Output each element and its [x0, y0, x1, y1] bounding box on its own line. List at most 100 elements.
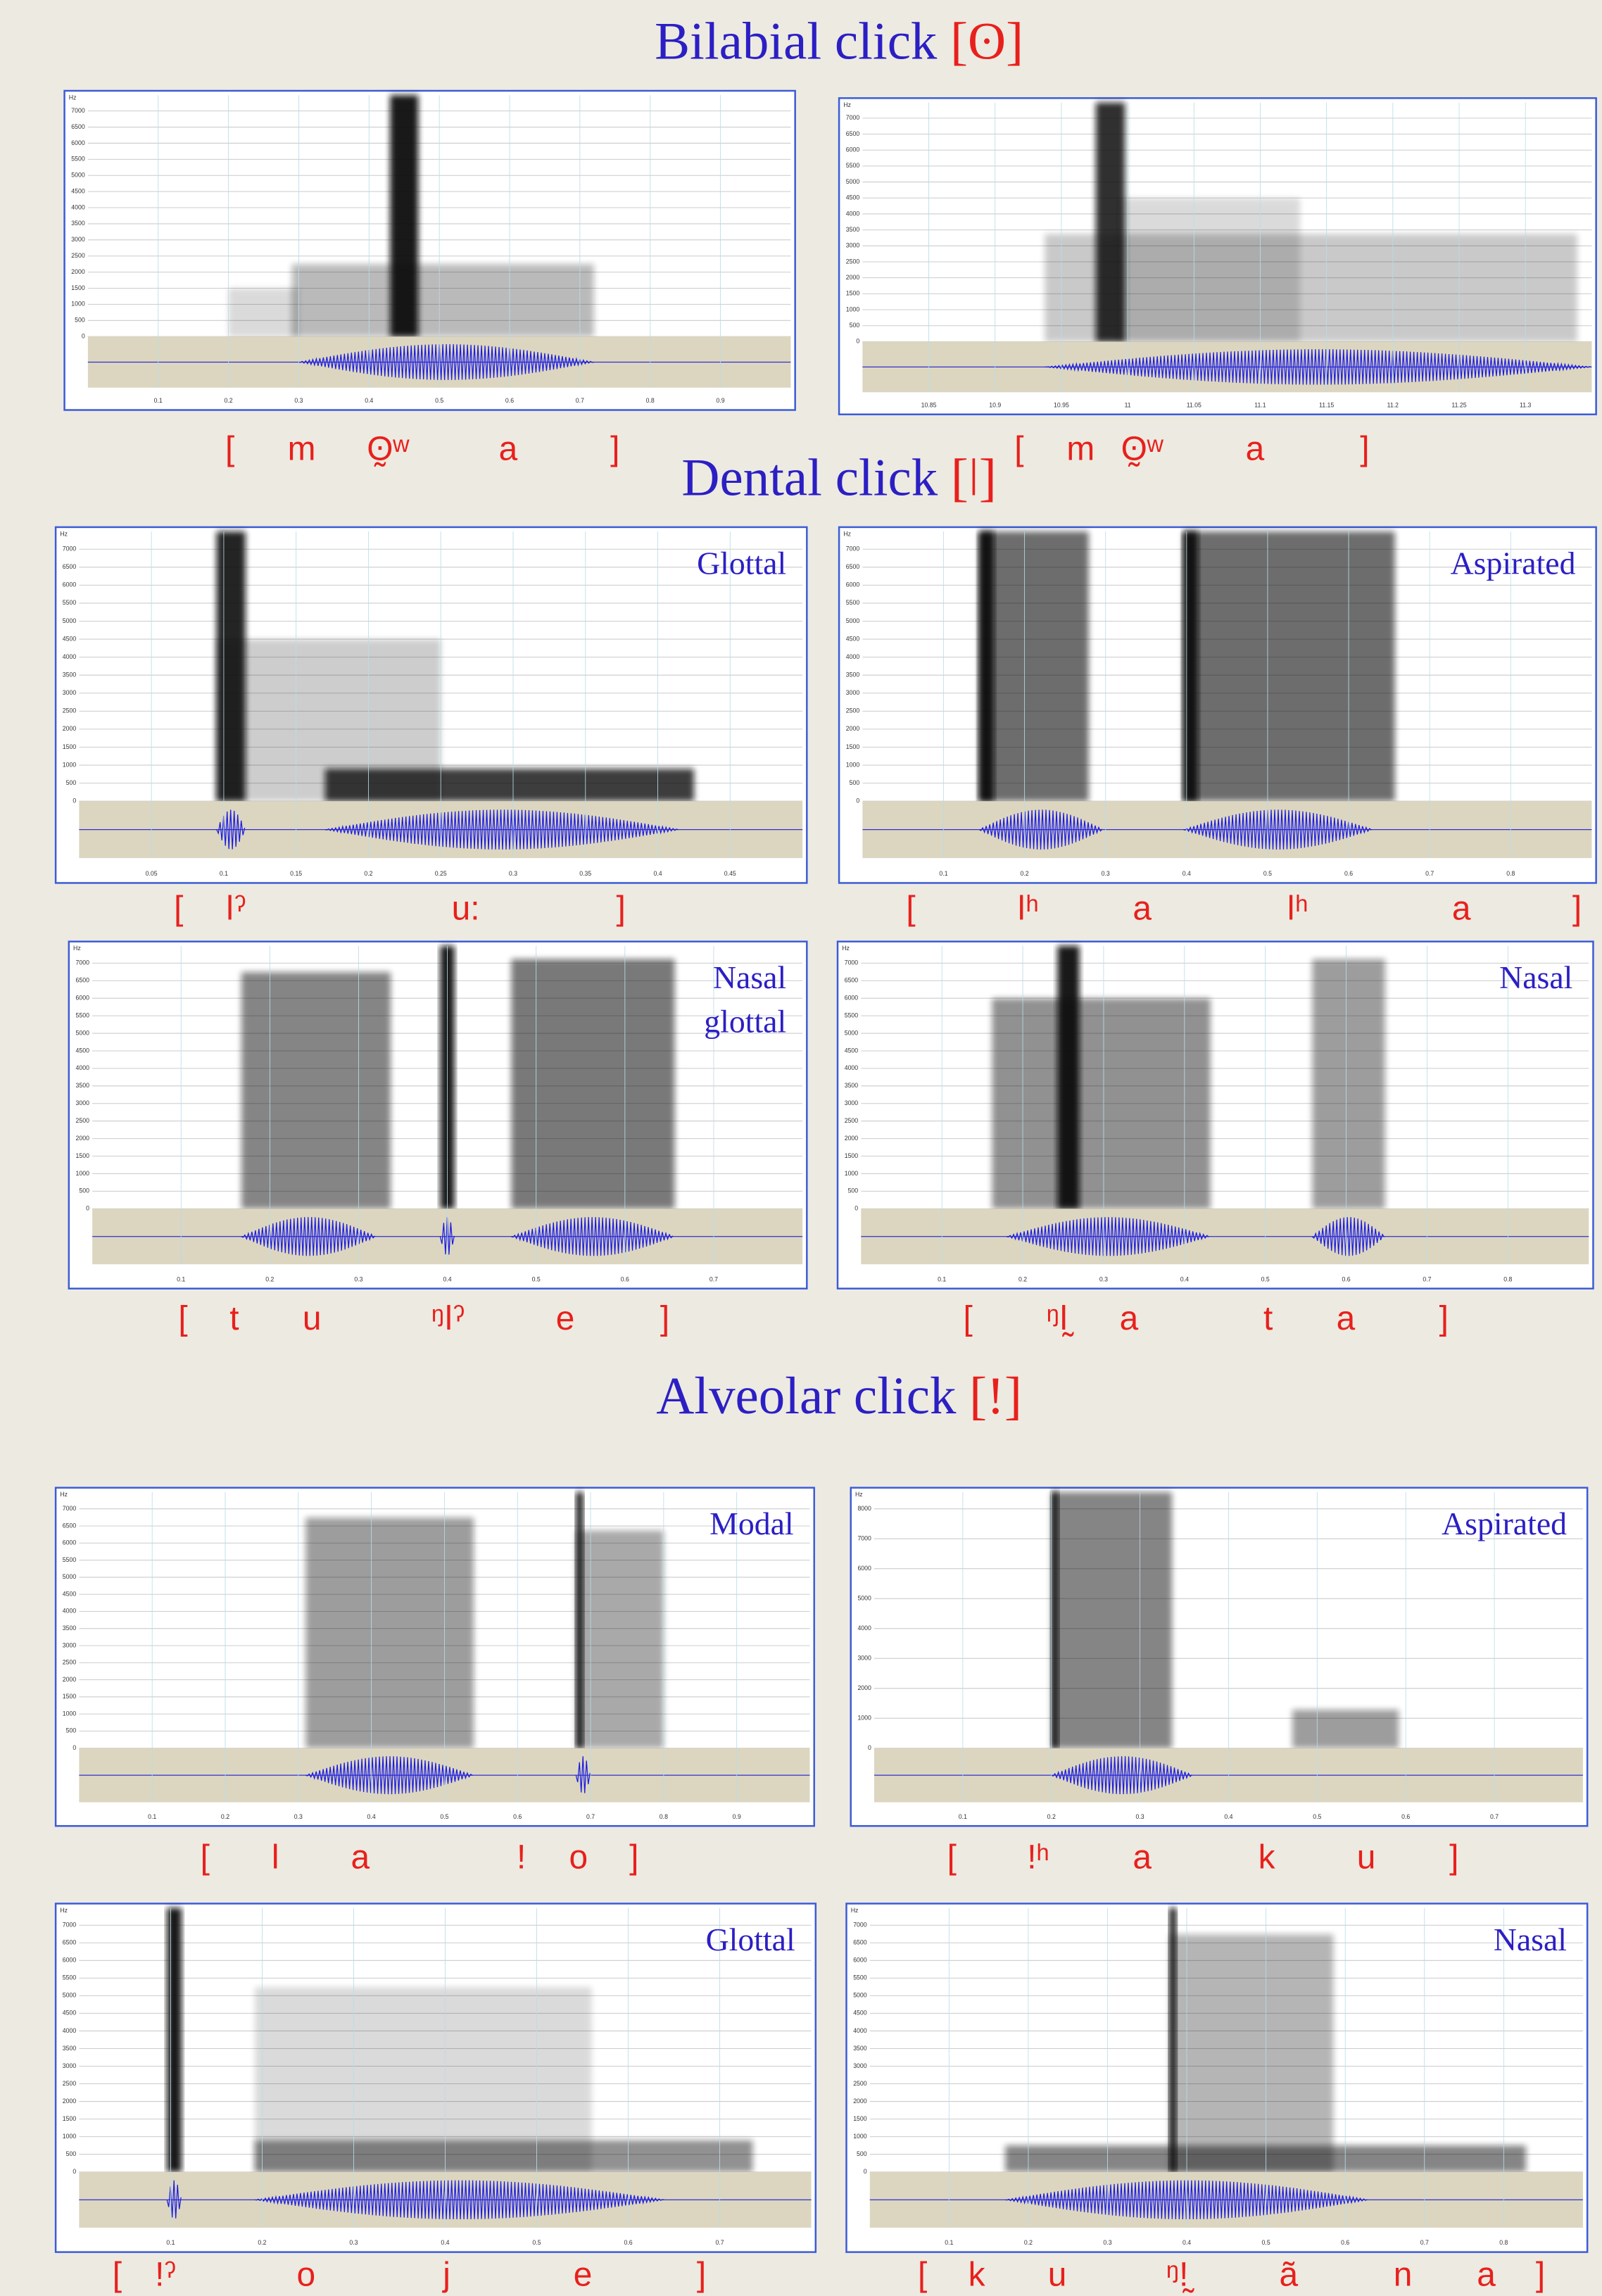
- x-tick-label: 0.1: [939, 870, 947, 877]
- x-tick-label: 11.15: [1319, 401, 1334, 408]
- y-tick-label: 500: [850, 322, 860, 329]
- y-tick-label: 1500: [76, 1152, 90, 1159]
- x-tick-label: 0.3: [1102, 870, 1110, 877]
- y-tick-label: 6500: [845, 977, 859, 984]
- y-tick-label: 6000: [846, 146, 860, 153]
- x-tick-label: 0.4: [1180, 1275, 1189, 1282]
- spectral-energy: [1183, 531, 1394, 801]
- y-tick-label: 1000: [846, 761, 860, 768]
- section-title-text: Bilabial click: [655, 13, 938, 71]
- transcription-symbol: [: [1014, 430, 1023, 467]
- y-tick-label: 6500: [63, 563, 77, 570]
- y-tick-label: 3500: [63, 2045, 77, 2052]
- y-tick-label: 4000: [63, 653, 77, 660]
- y-tick-label: 5000: [846, 178, 860, 185]
- x-tick-label: 0.7: [709, 1275, 718, 1282]
- transcription-symbol: [: [964, 1300, 973, 1337]
- spectral-energy: [1005, 2145, 1526, 2172]
- x-tick-label: 0.4: [365, 397, 373, 404]
- y-tick-label: 3500: [76, 1082, 90, 1089]
- y-tick-label: 1000: [76, 1170, 90, 1177]
- transcription-symbol: ]: [660, 1300, 669, 1337]
- y-tick-label: 5000: [63, 1573, 77, 1580]
- y-tick-label: 2500: [63, 707, 77, 714]
- x-tick-label: 0.7: [1490, 1813, 1499, 1820]
- y-tick-label: 2500: [845, 1117, 859, 1124]
- hz-label: Hz: [69, 94, 77, 101]
- y-tick-label: 6000: [853, 1957, 867, 1964]
- x-tick-label: 0.1: [959, 1813, 967, 1820]
- x-tick-label: 0.5: [435, 397, 443, 404]
- spectrogram-panel: 0500100015002000250030003500400045005000…: [69, 942, 807, 1289]
- y-tick-label: 5000: [63, 617, 77, 624]
- x-tick-label: 0.6: [513, 1813, 522, 1820]
- y-tick-label: 4000: [846, 210, 860, 217]
- y-tick-label: 2500: [76, 1117, 90, 1124]
- transcription-symbol: o: [569, 1839, 588, 1876]
- spectrogram-panel: 0500100015002000250030003500400045005000…: [56, 527, 807, 883]
- y-tick-label: 6000: [63, 1957, 77, 1964]
- spectral-energy: [1057, 946, 1079, 1209]
- x-tick-label: 0.5: [1261, 1275, 1270, 1282]
- spectral-energy: [1118, 198, 1300, 342]
- y-tick-label: 2500: [71, 252, 85, 259]
- transcription-symbol: ]: [1572, 890, 1582, 928]
- transcription-symbol: ᵑǀˀ: [431, 1300, 465, 1337]
- y-tick-label: 6500: [63, 1939, 77, 1946]
- y-tick-label: 1000: [846, 305, 860, 313]
- hz-label: Hz: [60, 1491, 68, 1498]
- spectral-energy: [576, 1530, 664, 1748]
- y-tick-label: 500: [66, 2150, 77, 2157]
- x-tick-label: 0.1: [177, 1275, 185, 1282]
- spectrogram-panel: 0500100015002000250030003500400045005000…: [65, 91, 795, 410]
- x-tick-label: 0.9: [717, 397, 725, 404]
- y-tick-label: 5000: [846, 617, 860, 624]
- y-tick-label: 6000: [63, 1539, 77, 1546]
- x-tick-label: 10.85: [921, 401, 937, 408]
- y-tick-label: 3000: [845, 1099, 859, 1106]
- x-tick-label: 11.3: [1520, 401, 1531, 408]
- y-tick-label: 500: [79, 1187, 89, 1194]
- spectrogram-panel: 0500100015002000250030003500400045005000…: [846, 1903, 1587, 2252]
- y-tick-label: 2000: [71, 268, 85, 275]
- hz-label: Hz: [60, 530, 68, 537]
- transcription-symbol: [: [113, 2257, 122, 2294]
- y-tick-label: 7000: [63, 1922, 77, 1929]
- x-tick-label: 0.1: [148, 1813, 156, 1820]
- y-tick-label: 4000: [76, 1064, 90, 1071]
- y-tick-label: 500: [75, 317, 85, 324]
- y-tick-label: 6000: [846, 581, 860, 588]
- x-tick-label: 0.1: [166, 2239, 175, 2246]
- spectral-energy: [217, 531, 246, 801]
- x-tick-label: 0.6: [1341, 2239, 1349, 2246]
- y-tick-label: 7000: [76, 959, 90, 966]
- transcription-symbol: [: [225, 430, 234, 467]
- y-tick-label: 5000: [857, 1594, 871, 1601]
- hz-label: Hz: [843, 101, 851, 108]
- y-tick-label: 2500: [846, 707, 860, 714]
- x-tick-label: 0.8: [1503, 1275, 1512, 1282]
- transcription-symbol: ǀˀ: [225, 890, 246, 928]
- x-tick-label: 0.8: [1499, 2239, 1508, 2246]
- transcription-symbol: a: [1120, 1300, 1139, 1337]
- y-tick-label: 3500: [853, 2045, 867, 2052]
- transcription-symbol: ]: [1360, 430, 1369, 467]
- x-tick-label: 0.6: [505, 397, 514, 404]
- y-tick-label: 6500: [853, 1939, 867, 1946]
- spectrogram-panel: 0500100015002000250030003500400045005000…: [56, 1488, 814, 1827]
- transcription-symbol: [: [178, 1300, 187, 1337]
- y-tick-label: 500: [66, 779, 77, 786]
- spectral-energy: [1052, 1492, 1059, 1748]
- transcription-symbol: u:: [452, 890, 480, 928]
- x-tick-label: 0.2: [1021, 870, 1029, 877]
- transcription-symbol: n: [1394, 2257, 1413, 2294]
- panel-label: Aspirated: [1442, 1506, 1567, 1541]
- y-tick-label: 4000: [845, 1064, 859, 1071]
- x-tick-label: 0.3: [1136, 1813, 1144, 1820]
- y-tick-label: 1500: [71, 284, 85, 291]
- x-tick-label: 10.95: [1054, 401, 1069, 408]
- x-tick-label: 0.7: [1420, 2239, 1429, 2246]
- y-tick-label: 6500: [76, 977, 90, 984]
- x-tick-label: 0.7: [1423, 1275, 1431, 1282]
- hz-label: Hz: [855, 1491, 863, 1498]
